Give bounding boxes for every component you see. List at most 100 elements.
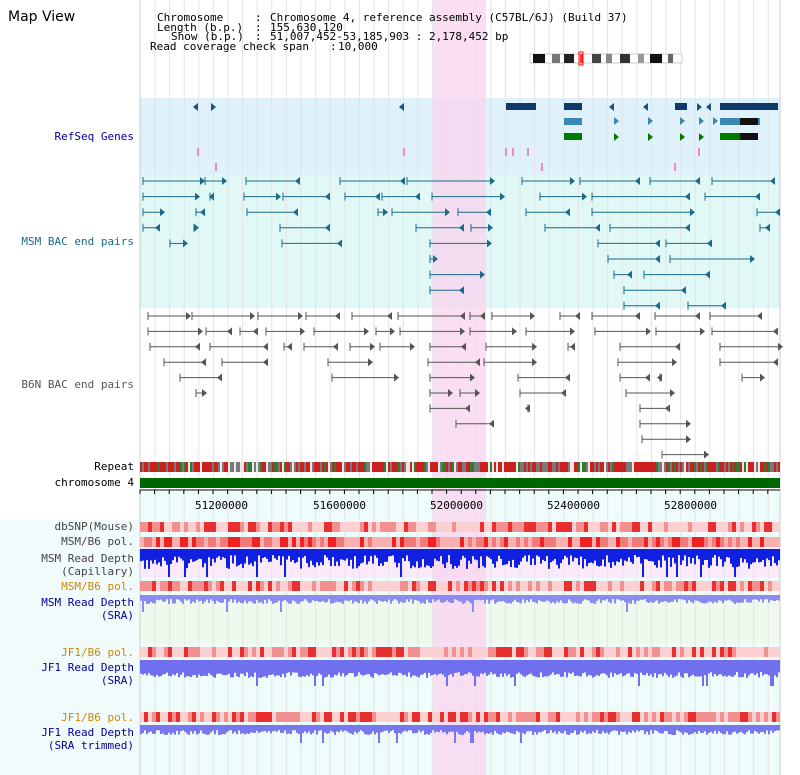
depth-bar bbox=[196, 549, 198, 561]
depth-bar bbox=[718, 660, 720, 675]
depth-bar bbox=[598, 725, 600, 734]
repeat-segment bbox=[444, 462, 446, 472]
heat-cell bbox=[344, 647, 348, 657]
depth-tracks[interactable] bbox=[140, 549, 780, 743]
heat-cell bbox=[644, 522, 648, 532]
depth-bar bbox=[224, 595, 226, 600]
track-label-msm-bac[interactable]: MSM BAC end pairs bbox=[21, 235, 134, 248]
depth-bar bbox=[684, 549, 686, 556]
depth-bar bbox=[714, 725, 716, 731]
track-label-dbsnp[interactable]: dbSNP(Mouse) bbox=[54, 520, 134, 533]
chromosome-ideogram[interactable] bbox=[528, 51, 688, 67]
track-label-msm-depth-cap-1[interactable]: MSM Read Depth bbox=[41, 552, 134, 565]
repeat-segment bbox=[712, 462, 714, 472]
track-label-msm-b6-pol-2[interactable]: MSM/B6 pol. bbox=[61, 580, 134, 593]
depth-bar bbox=[272, 660, 274, 675]
track-label-msm-depth-sra-1[interactable]: MSM Read Depth bbox=[41, 596, 134, 609]
depth-bar bbox=[524, 725, 526, 735]
depth-bar bbox=[568, 549, 570, 565]
heat-cell bbox=[696, 581, 700, 591]
depth-bar bbox=[626, 725, 628, 735]
depth-bar bbox=[676, 725, 678, 731]
heat-cell bbox=[684, 712, 688, 722]
b6n-bac-pair-arrow bbox=[489, 419, 494, 428]
heat-cell bbox=[352, 537, 356, 547]
refseq-genes-track[interactable] bbox=[193, 103, 778, 171]
repeat-segment bbox=[230, 462, 232, 472]
b6n-bac-track[interactable] bbox=[147, 312, 783, 459]
b6n-bac-pair-arrow bbox=[532, 358, 537, 367]
highlight-region[interactable] bbox=[433, 0, 486, 775]
depth-bar bbox=[184, 549, 186, 577]
heat-cell bbox=[516, 537, 520, 547]
chromosome-value: Chromosome 4, reference assembly (C57BL/… bbox=[270, 11, 628, 24]
track-label-jf1-b6-pol-2[interactable]: JF1/B6 pol. bbox=[61, 711, 134, 724]
depth-bar bbox=[686, 595, 688, 604]
track-label-jf1-depth-sra-1[interactable]: JF1 Read Depth bbox=[41, 661, 134, 674]
track-label-jf1-depth-trim-1[interactable]: JF1 Read Depth bbox=[41, 726, 134, 739]
depth-bar bbox=[184, 660, 186, 678]
depth-bar bbox=[468, 595, 470, 602]
depth-bar bbox=[606, 725, 608, 733]
heat-cell bbox=[180, 647, 184, 657]
repeat-segment bbox=[482, 462, 484, 472]
repeat-segment bbox=[358, 462, 360, 472]
heat-cell bbox=[252, 647, 256, 657]
track-label-refseq[interactable]: RefSeq Genes bbox=[54, 130, 134, 143]
track-label-b6n-bac[interactable]: B6N BAC end pairs bbox=[21, 378, 134, 391]
depth-bar bbox=[250, 549, 252, 564]
depth-bar bbox=[344, 660, 346, 677]
heat-cell bbox=[504, 712, 508, 722]
depth-bar bbox=[276, 595, 278, 603]
msm-bac-track[interactable] bbox=[142, 177, 780, 310]
heat-cell bbox=[388, 522, 392, 532]
b6n-bac-pair-arrow bbox=[195, 342, 200, 351]
repeat-track[interactable] bbox=[140, 462, 780, 472]
depth-bar bbox=[482, 725, 484, 732]
heat-cell bbox=[636, 712, 640, 722]
depth-bar bbox=[310, 595, 312, 603]
heat-cell bbox=[244, 537, 248, 547]
depth-bar bbox=[696, 725, 698, 734]
chromosome-bar[interactable] bbox=[140, 478, 780, 488]
depth-bar bbox=[140, 660, 142, 674]
repeat-segment bbox=[420, 462, 422, 472]
depth-bar bbox=[388, 660, 390, 674]
track-label-repeat[interactable]: Repeat bbox=[94, 460, 134, 473]
depth-bar bbox=[648, 595, 650, 603]
depth-bar bbox=[316, 660, 318, 677]
depth-bar bbox=[410, 725, 412, 731]
depth-bar bbox=[758, 595, 760, 602]
depth-bar bbox=[660, 549, 662, 568]
depth-bar bbox=[218, 595, 220, 603]
heat-cell bbox=[428, 537, 432, 547]
depth-bar bbox=[536, 660, 538, 678]
heat-cell bbox=[340, 581, 344, 591]
heat-cell bbox=[536, 647, 540, 657]
depth-bar bbox=[334, 549, 336, 567]
track-label-chromosome[interactable]: chromosome 4 bbox=[54, 476, 134, 489]
repeat-segment bbox=[256, 462, 258, 472]
heat-cell bbox=[160, 647, 164, 657]
depth-bar bbox=[480, 660, 482, 674]
repeat-segment bbox=[330, 462, 332, 472]
heat-cell bbox=[316, 537, 320, 547]
depth-bar bbox=[502, 660, 504, 677]
heat-cell bbox=[656, 522, 660, 532]
heatmap-tracks[interactable] bbox=[140, 522, 780, 722]
heat-cell bbox=[736, 537, 740, 547]
depth-bar bbox=[338, 725, 340, 733]
repeat-segment bbox=[484, 462, 486, 472]
depth-bar bbox=[480, 725, 482, 733]
msm-bac-pair-arrow bbox=[325, 192, 330, 201]
depth-bar bbox=[454, 660, 456, 673]
track-label-jf1-b6-pol[interactable]: JF1/B6 pol. bbox=[61, 646, 134, 659]
depth-bar bbox=[648, 660, 650, 677]
depth-bar bbox=[156, 660, 158, 675]
heat-cell bbox=[720, 581, 724, 591]
repeat-segment bbox=[180, 462, 182, 472]
depth-bar bbox=[562, 595, 564, 604]
heat-cell bbox=[340, 647, 344, 657]
track-label-msm-b6-pol[interactable]: MSM/B6 pol. bbox=[61, 535, 134, 548]
